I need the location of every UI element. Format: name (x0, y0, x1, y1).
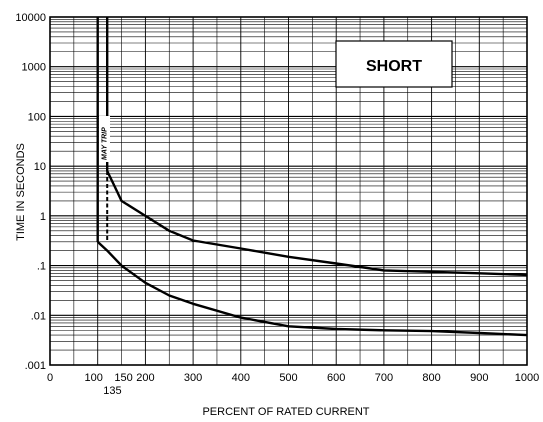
plot-frame (49, 16, 528, 366)
short-badge-box (335, 40, 453, 88)
x-tick-label: 400 (232, 372, 250, 384)
x-tick-label: 500 (279, 372, 297, 384)
series-line-5 (96, 241, 528, 337)
y-tick-label: 1 (40, 211, 46, 223)
y-tick-label: .1 (37, 261, 46, 273)
may-trip-label: MAY TRIP (102, 127, 109, 160)
x-tick-label: 700 (375, 372, 393, 384)
y-tick-label: .01 (31, 310, 46, 322)
x-tick-label: 150 (114, 372, 132, 384)
x-tick-label: 100 (85, 372, 103, 384)
x-tick-label: 900 (470, 372, 488, 384)
series-group (96, 17, 528, 337)
y-axis-label: TIME IN SECONDS (15, 143, 27, 241)
y-tick-label: 1000 (22, 62, 46, 74)
x-tick-label: 800 (422, 372, 440, 384)
y-tick-label: .001 (25, 360, 46, 372)
x-tick-label: 300 (184, 372, 202, 384)
may-trip-annotation: MAY TRIP (99, 116, 110, 162)
x-tick-label: 1000 (515, 372, 539, 384)
short-badge: SHORT (335, 40, 453, 88)
y-tick-label: 100 (28, 111, 46, 123)
x-tick-label-secondary: 135 (103, 385, 121, 397)
short-badge-text: SHORT (366, 58, 422, 75)
may-trip-label-bg (99, 116, 110, 162)
y-tick-label: 10000 (15, 12, 46, 24)
x-tick-label: 600 (327, 372, 345, 384)
y-tick-label: 10 (34, 161, 46, 173)
grid (49, 17, 528, 366)
x-axis-label: PERCENT OF RATED CURRENT (202, 406, 369, 418)
series-line-3 (106, 170, 528, 277)
x-tick-label: 200 (136, 372, 154, 384)
y-tick-labels: .001 .01 .1 1 10 100 1000 10000 (15, 12, 46, 372)
x-tick-label: 0 (47, 372, 53, 384)
x-tick-labels: 0 100 150 200 300 400 500 600 700 800 900 1000 135 (47, 372, 539, 397)
